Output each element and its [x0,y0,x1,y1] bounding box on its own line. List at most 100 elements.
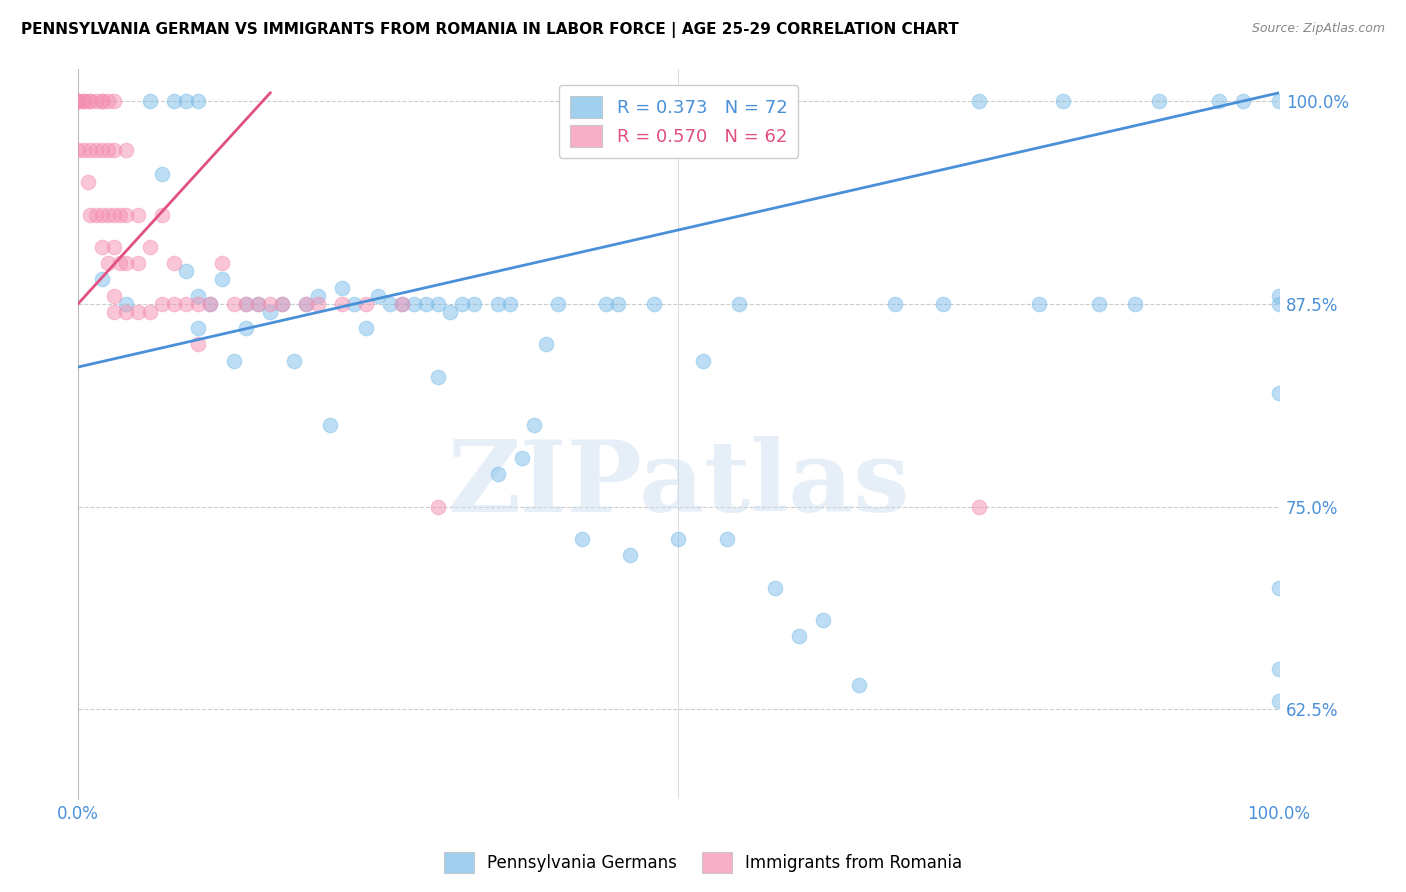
Point [115,207,138,221]
Point [343,297,366,311]
Point [73,94,96,108]
Point [67,94,90,108]
Point [463,297,485,311]
Point [547,297,569,311]
Point [91,143,114,157]
Point [283,353,305,368]
Text: Source: ZipAtlas.com: Source: ZipAtlas.com [1251,22,1385,36]
Point [103,143,125,157]
Point [883,297,905,311]
Point [200,297,222,311]
Point [571,532,593,546]
Point [692,353,714,368]
Point [512,450,534,465]
Point [187,337,209,351]
Point [115,256,138,270]
Point [79,207,101,221]
Point [187,94,209,108]
Point [1052,94,1074,108]
Point [1208,94,1230,108]
Point [235,297,257,311]
Point [174,297,197,311]
Point [763,581,786,595]
Point [187,297,209,311]
Point [1123,297,1146,311]
Point [76,175,98,189]
Point [103,288,125,302]
Point [163,297,186,311]
Point [356,321,378,335]
Point [103,94,125,108]
Point [330,297,353,311]
Point [307,288,329,302]
Point [187,288,209,302]
Point [391,297,413,311]
Point [259,305,281,319]
Point [1268,694,1291,708]
Point [150,167,173,181]
Point [235,321,257,335]
Point [1268,581,1291,595]
Point [523,418,546,433]
Point [163,256,186,270]
Point [97,94,120,108]
Point [67,143,90,157]
Legend: R = 0.373   N = 72, R = 0.570   N = 62: R = 0.373 N = 72, R = 0.570 N = 62 [558,85,799,158]
Point [73,94,96,108]
Point [1087,297,1109,311]
Point [97,207,120,221]
Point [295,297,318,311]
Point [73,143,96,157]
Point [391,297,413,311]
Point [967,94,990,108]
Point [84,207,107,221]
Point [848,678,870,692]
Point [295,297,318,311]
Point [486,467,509,481]
Point [224,353,246,368]
Point [536,337,558,351]
Point [84,94,107,108]
Point [643,297,665,311]
Point [271,297,294,311]
Point [211,256,233,270]
Point [330,280,353,294]
Point [259,297,281,311]
Point [115,297,138,311]
Point [307,297,329,311]
Text: PENNSYLVANIA GERMAN VS IMMIGRANTS FROM ROMANIA IN LABOR FORCE | AGE 25-29 CORREL: PENNSYLVANIA GERMAN VS IMMIGRANTS FROM R… [21,22,959,38]
Point [79,143,101,157]
Point [67,94,90,108]
Point [91,94,114,108]
Point [607,297,630,311]
Point [1268,94,1291,108]
Point [427,500,450,514]
Point [187,321,209,335]
Point [139,305,162,319]
Point [787,629,810,643]
Point [224,297,246,311]
Point [427,297,450,311]
Point [174,264,197,278]
Point [1268,288,1291,302]
Point [139,240,162,254]
Point [931,297,953,311]
Point [1268,386,1291,401]
Point [427,369,450,384]
Point [91,272,114,286]
Point [97,143,120,157]
Point [1268,297,1291,311]
Point [235,297,257,311]
Point [1268,662,1291,676]
Point [79,94,101,108]
Point [727,297,749,311]
Point [174,94,197,108]
Point [595,297,617,311]
Point [439,305,461,319]
Point [1147,94,1170,108]
Point [139,94,162,108]
Point [108,207,131,221]
Point [486,297,509,311]
Point [115,143,138,157]
Point [404,297,426,311]
